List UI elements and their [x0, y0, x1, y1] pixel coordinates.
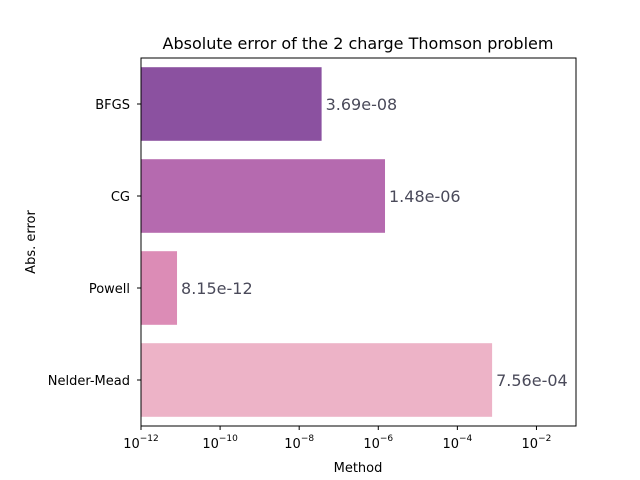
x-tick-exp-0: −12 [140, 434, 159, 444]
x-tick-base-3: 10 [363, 437, 380, 452]
y-axis-ticks: BFGS CG Powell Nelder-Mead [48, 98, 141, 389]
bar-cg [141, 159, 386, 233]
x-axis-label: Method [334, 461, 383, 476]
x-tick-label-1: 10−10 [202, 434, 238, 452]
bar-powell [141, 251, 178, 325]
bars-group [141, 67, 493, 417]
x-tick-base-1: 10 [202, 437, 219, 452]
plot-frame [140, 57, 577, 427]
x-tick-label-0: 10−12 [123, 434, 159, 452]
x-tick-label-5: 10−2 [522, 434, 552, 452]
bar-nelder-mead [141, 343, 493, 417]
x-tick-exp-1: −10 [219, 434, 238, 444]
x-tick-exp-3: −6 [380, 434, 394, 444]
x-axis-ticks: 10−12 10−10 10−8 10−6 10−4 10−2 [123, 426, 551, 452]
value-labels-group: 3.69e-08 1.48e-06 8.15e-12 7.56e-04 [181, 95, 568, 390]
x-tick-label-4: 10−4 [442, 434, 472, 452]
value-label-cg: 1.48e-06 [389, 187, 461, 206]
y-axis-label: Abs. error [24, 210, 39, 274]
x-tick-base-5: 10 [522, 437, 539, 452]
x-tick-base-2: 10 [284, 437, 301, 452]
x-tick-exp-5: −2 [538, 434, 551, 444]
y-tick-label-bfgs: BFGS [95, 98, 130, 113]
x-tick-base-0: 10 [123, 437, 140, 452]
y-tick-label-nelder-mead: Nelder-Mead [48, 374, 130, 389]
value-label-powell: 8.15e-12 [181, 279, 253, 298]
x-tick-label-2: 10−8 [284, 434, 314, 452]
chart-title: Absolute error of the 2 charge Thomson p… [163, 34, 554, 53]
bar-bfgs [141, 67, 322, 141]
x-tick-base-4: 10 [442, 437, 459, 452]
x-tick-exp-4: −4 [459, 434, 473, 444]
value-label-nelder-mead: 7.56e-04 [496, 371, 568, 390]
y-tick-label-cg: CG [111, 190, 130, 205]
y-tick-label-powell: Powell [89, 282, 130, 297]
value-label-bfgs: 3.69e-08 [326, 95, 398, 114]
x-tick-label-3: 10−6 [363, 434, 393, 452]
x-tick-exp-2: −8 [301, 434, 315, 444]
